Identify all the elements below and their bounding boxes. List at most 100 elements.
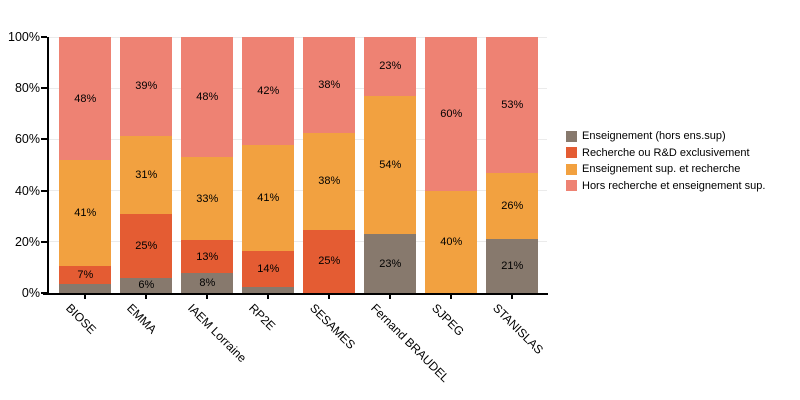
bar-segment: 40% bbox=[425, 190, 478, 293]
bar-segment bbox=[59, 283, 112, 293]
legend: Enseignement (hors ens.sup) Recherche ou … bbox=[566, 130, 765, 192]
x-tick-label-iaem-lorraine: IAEM Lorraine bbox=[185, 301, 250, 366]
segment-value-label: 6% bbox=[138, 279, 155, 292]
y-tick bbox=[41, 36, 47, 38]
y-tick bbox=[41, 138, 47, 141]
bar-segment: 7% bbox=[59, 265, 112, 284]
x-tick-label-biose: BIOSE bbox=[63, 301, 100, 337]
legend-item: Enseignement (hors ens.sup) bbox=[566, 130, 765, 142]
y-tick-label: 60% bbox=[14, 132, 40, 147]
y-tick bbox=[41, 87, 47, 90]
bar-segment bbox=[242, 286, 295, 293]
bar-segment: 25% bbox=[120, 214, 173, 278]
segment-value-label: 25% bbox=[135, 240, 158, 253]
gridline bbox=[48, 241, 547, 243]
segment-value-label: 60% bbox=[440, 107, 463, 120]
x-tick bbox=[84, 295, 87, 299]
legend-label: Enseignement (hors ens.sup) bbox=[582, 130, 726, 142]
bar-segment: 23% bbox=[364, 234, 417, 293]
bar-segment: 38% bbox=[303, 133, 356, 230]
bar-segment: 26% bbox=[486, 172, 539, 240]
bar-segment: 39% bbox=[120, 37, 173, 136]
x-tick-label-sjpeg: SJPEG bbox=[429, 301, 468, 339]
y-axis-line bbox=[46, 37, 49, 295]
bar-segment: 38% bbox=[303, 37, 356, 134]
x-tick bbox=[450, 295, 453, 299]
bar-segment: 41% bbox=[242, 145, 295, 251]
y-tick-label: 40% bbox=[14, 183, 40, 198]
x-tick bbox=[328, 295, 331, 299]
bar-segment: 33% bbox=[181, 157, 234, 241]
segment-value-label: 48% bbox=[74, 92, 97, 105]
y-tick bbox=[41, 189, 47, 192]
y-tick bbox=[41, 292, 47, 294]
gridline bbox=[48, 138, 547, 140]
segment-value-label: 38% bbox=[318, 79, 341, 92]
bar-segment: 25% bbox=[303, 229, 356, 293]
segment-value-label: 8% bbox=[199, 276, 216, 289]
segment-value-label: 21% bbox=[501, 260, 524, 273]
x-tick bbox=[145, 295, 148, 299]
legend-label: Enseignement sup. et recherche bbox=[582, 163, 741, 175]
bar-segment: 14% bbox=[242, 250, 295, 287]
bar-segment: 23% bbox=[364, 37, 417, 96]
y-tick-label: 80% bbox=[14, 81, 40, 96]
segment-value-label: 53% bbox=[501, 98, 524, 111]
gridline bbox=[48, 87, 547, 89]
segment-value-label: 39% bbox=[135, 80, 158, 93]
segment-value-label: 42% bbox=[257, 85, 280, 98]
bar-segment: 54% bbox=[364, 95, 417, 235]
legend-swatch-icon bbox=[566, 163, 577, 175]
y-tick-label: 0% bbox=[21, 286, 40, 300]
bar-segment: 31% bbox=[120, 135, 173, 215]
segment-value-label: 54% bbox=[379, 158, 402, 171]
x-tick bbox=[389, 295, 392, 299]
segment-value-label: 41% bbox=[74, 207, 97, 220]
segment-value-label: 33% bbox=[196, 192, 219, 205]
bar-segment: 6% bbox=[120, 277, 173, 293]
bar-segment: 21% bbox=[486, 239, 539, 293]
segment-value-label: 38% bbox=[318, 175, 341, 188]
segment-value-label: 13% bbox=[196, 250, 219, 263]
segment-value-label: 41% bbox=[257, 191, 280, 204]
legend-label: Recherche ou R&D exclusivement bbox=[582, 146, 750, 159]
bar-segment: 48% bbox=[59, 37, 112, 161]
bar-segment: 42% bbox=[242, 37, 295, 146]
bar-segment: 53% bbox=[486, 37, 539, 173]
legend-label: Hors recherche et enseignement sup. bbox=[582, 179, 766, 192]
bar-segment: 13% bbox=[181, 240, 234, 273]
bar-segment: 60% bbox=[425, 37, 478, 191]
x-tick-label-sesames: SESAMES bbox=[307, 301, 359, 352]
gridline bbox=[48, 36, 547, 38]
segment-value-label: 48% bbox=[196, 91, 219, 104]
legend-swatch-icon bbox=[566, 147, 577, 158]
y-tick bbox=[41, 240, 47, 243]
segment-value-label: 26% bbox=[501, 199, 524, 212]
x-tick-label-stanislas: STANISLAS bbox=[490, 301, 547, 357]
segment-value-label: 23% bbox=[379, 257, 402, 270]
segment-value-label: 31% bbox=[135, 169, 158, 182]
bar-segment: 8% bbox=[181, 272, 234, 293]
segment-value-label: 14% bbox=[257, 262, 280, 275]
x-tick bbox=[206, 295, 209, 299]
legend-item: Recherche ou R&D exclusivement bbox=[566, 147, 765, 159]
segment-value-label: 40% bbox=[440, 235, 463, 248]
x-tick bbox=[267, 295, 270, 299]
x-tick-label-emma: EMMA bbox=[124, 301, 160, 337]
y-tick-label: 20% bbox=[14, 234, 40, 249]
legend-swatch-icon bbox=[566, 130, 577, 142]
bar-segment: 41% bbox=[59, 160, 112, 266]
gridline bbox=[48, 190, 547, 192]
x-tick-label-rp2e: RP2E bbox=[246, 301, 279, 334]
legend-item: Enseignement sup. et recherche bbox=[566, 163, 765, 175]
y-tick-label: 100% bbox=[8, 30, 40, 44]
x-tick bbox=[511, 295, 514, 299]
legend-item: Hors recherche et enseignement sup. bbox=[566, 180, 765, 192]
segment-value-label: 23% bbox=[379, 60, 402, 73]
segment-value-label: 25% bbox=[318, 255, 341, 268]
segment-value-label: 7% bbox=[77, 268, 94, 281]
x-axis-line bbox=[43, 293, 548, 295]
legend-swatch-icon bbox=[566, 180, 577, 191]
bar-segment: 48% bbox=[181, 37, 234, 158]
